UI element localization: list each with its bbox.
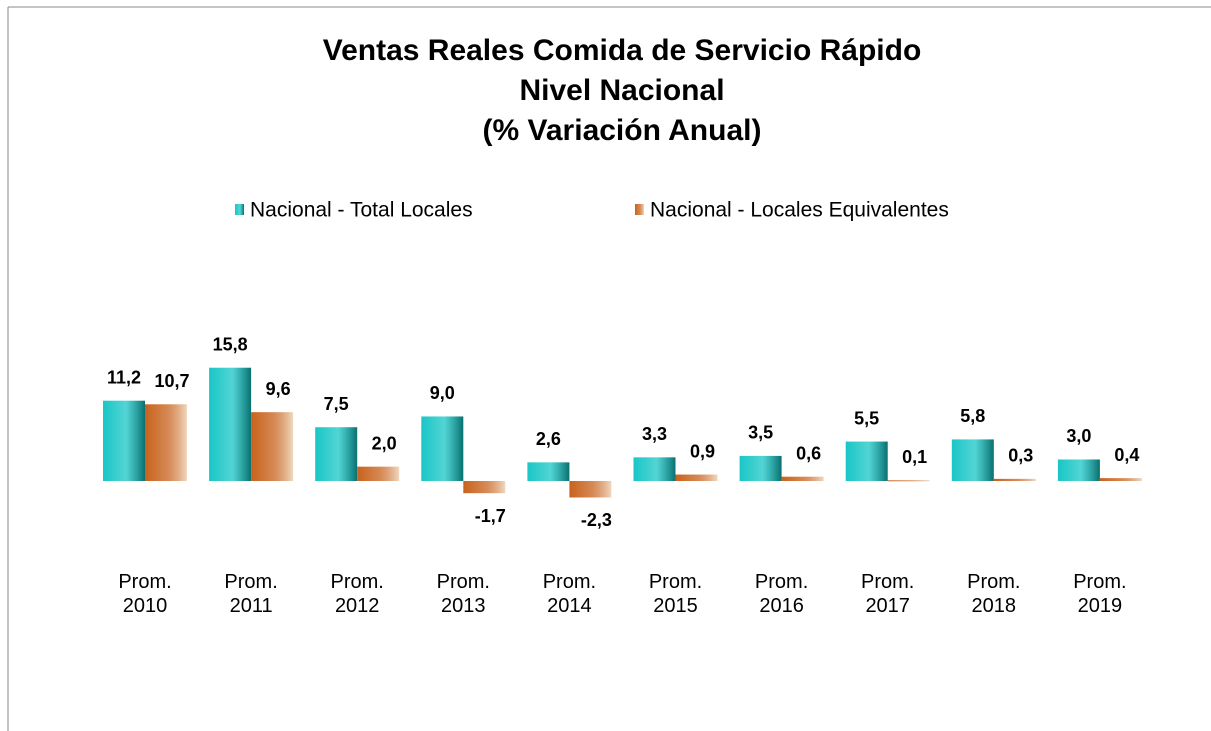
value-label: 3,3 <box>642 424 667 444</box>
value-label: 9,0 <box>430 383 455 403</box>
legend-swatch <box>235 204 244 215</box>
bar <box>739 455 782 481</box>
value-label: 5,8 <box>960 406 985 426</box>
bar <box>527 462 570 481</box>
bar <box>251 412 294 481</box>
value-label: -2,3 <box>581 510 612 530</box>
bar <box>209 367 252 481</box>
value-label: 9,6 <box>266 379 291 399</box>
value-label: 0,6 <box>796 443 821 463</box>
value-label: 2,0 <box>372 433 397 453</box>
bar <box>1057 459 1100 481</box>
value-label: 0,1 <box>902 447 927 467</box>
bar <box>1099 478 1142 481</box>
value-label: 11,2 <box>107 367 141 387</box>
x-tick-label: Prom. 2018 <box>967 571 1021 617</box>
value-label: 10,7 <box>154 371 189 391</box>
bar <box>993 478 1036 481</box>
bar <box>421 416 464 481</box>
value-label: 2,6 <box>536 429 561 449</box>
x-tick-label: Prom. 2014 <box>542 571 597 617</box>
bar <box>569 481 612 498</box>
bar <box>845 441 888 481</box>
x-tick-label: Prom. 2013 <box>436 571 490 617</box>
bar <box>675 474 718 481</box>
value-label: 5,5 <box>854 408 879 428</box>
legend-swatch <box>635 204 644 215</box>
x-tick-label: Prom. 2019 <box>1073 571 1127 617</box>
bar <box>633 457 676 481</box>
value-label: 0,9 <box>690 441 715 461</box>
legend-label: Nacional - Locales Equivalentes <box>650 199 949 222</box>
bar <box>315 427 358 481</box>
x-tick-label: Prom. 2011 <box>224 571 278 617</box>
legend-label: Nacional - Total Locales <box>250 199 473 222</box>
x-tick-label: Prom. 2012 <box>330 571 384 617</box>
bar <box>887 480 930 482</box>
bar <box>145 404 187 481</box>
value-label: 3,5 <box>748 423 773 443</box>
value-label: 15,8 <box>213 334 248 354</box>
value-label: 0,3 <box>1008 446 1033 466</box>
chart-title: Ventas Reales Comida de Servicio Rápido <box>323 34 922 67</box>
x-tick-label: Prom. 2016 <box>754 571 809 617</box>
bar <box>103 400 145 481</box>
chart-title: (% Variación Anual) <box>483 114 762 147</box>
x-tick-label: Prom. 2010 <box>118 571 172 617</box>
bar <box>357 466 400 481</box>
x-tick-label: Prom. 2015 <box>648 571 703 617</box>
value-label: 7,5 <box>324 394 349 414</box>
value-label: -1,7 <box>475 506 506 526</box>
chart-title: Nivel Nacional <box>519 74 724 107</box>
value-label: 0,4 <box>1114 445 1139 465</box>
bar <box>951 439 994 481</box>
bar <box>463 481 506 494</box>
bar <box>781 476 824 481</box>
x-tick-label: Prom. 2017 <box>861 571 915 617</box>
value-label: 3,0 <box>1066 426 1091 446</box>
